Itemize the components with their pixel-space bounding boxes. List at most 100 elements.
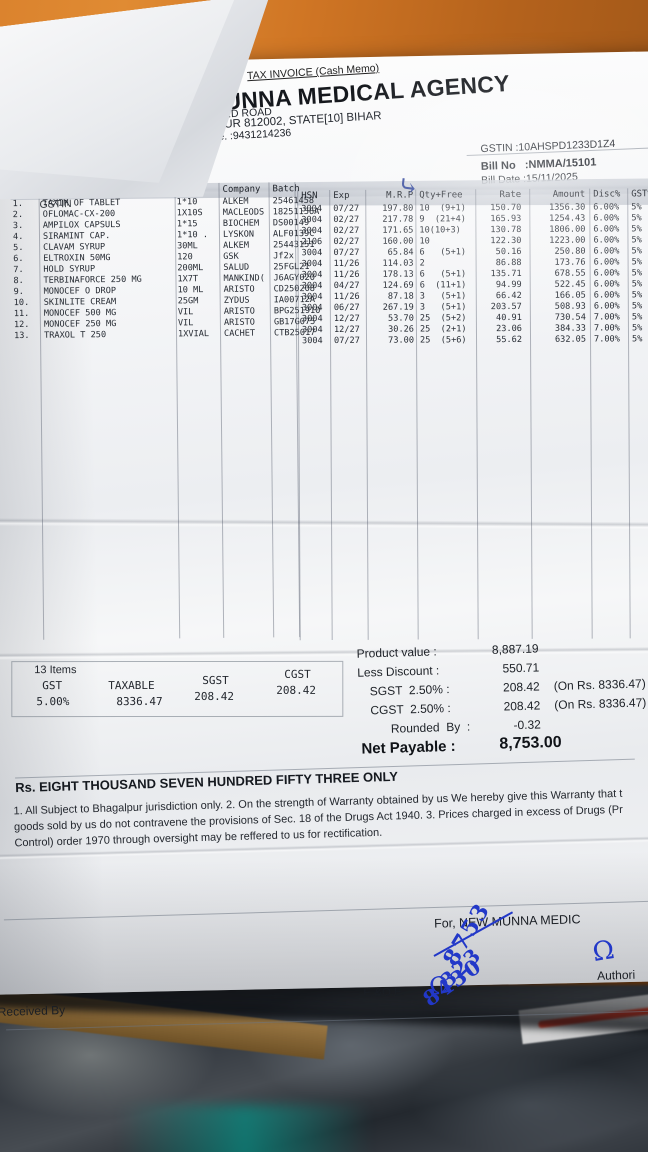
table-cell: MANKIND( (223, 273, 265, 284)
sgst-label: SGST (202, 673, 229, 687)
table-cell: 10. (13, 297, 30, 309)
table-cell: 1. (12, 198, 24, 210)
table-cell: 65.84 (387, 247, 414, 258)
table-cell: 5% (631, 279, 643, 290)
table-cell: 5% (631, 224, 642, 235)
table-cell: 1X10S (176, 208, 203, 219)
table-column-divider (329, 190, 333, 641)
table-cell: 3 (5+1) (419, 291, 467, 302)
table-column-divider (589, 188, 593, 639)
table-cell: 12/27 (333, 324, 360, 336)
table-cell: 3004 (301, 248, 323, 259)
table-cell: 11/26 (333, 269, 360, 281)
table-cell: 3. (12, 220, 24, 232)
table-cell: 130.78 (490, 224, 522, 236)
table-cell: 3 (5+1) (419, 302, 467, 313)
table-cell: ARISTO (223, 284, 255, 295)
table-cell: 173.76 (554, 257, 586, 268)
table-cell: MONOCEF O DROP (43, 286, 117, 297)
table-cell: 06/27 (333, 302, 360, 314)
table-cell: 1356.30 (549, 202, 586, 213)
table-cell: SIRAMINT CAP. (42, 231, 111, 242)
table-cell: 7.00% (593, 334, 620, 345)
product-value: 8,887.19 (491, 641, 539, 657)
invoice-sheet: TAX INVOICE (Cash Memo) NEW MUNNA MEDICA… (0, 51, 648, 1031)
gst-rate: 5.00% (36, 695, 70, 709)
table-cell: 73.00 (388, 335, 415, 346)
table-cell: 02/27 (333, 214, 360, 226)
table-cell: 122.30 (490, 235, 522, 247)
table-cell: 203.57 (490, 301, 522, 313)
table-right-columns: HSNExpM.R.PQty+FreeRateAmountDisc%GST%N.… (297, 188, 648, 641)
table-column-header: HSN (301, 191, 318, 202)
table-cell: 197.80 (382, 203, 414, 214)
table-cell: 9. (13, 286, 24, 298)
table-cell: 23.06 (496, 323, 522, 335)
table-cell: 6.00% (593, 257, 620, 268)
table-cell: Jf2x (273, 251, 294, 262)
table-cell: MACLEODS (222, 207, 265, 218)
table-cell: 94.99 (495, 279, 522, 291)
table-column-divider (529, 188, 533, 639)
table-cell: 55.62 (496, 334, 523, 346)
table-cell: 5% (631, 323, 643, 334)
table-cell: 25 (2+1) (419, 324, 467, 335)
table-cell: OFLOMAC-CX-200 (42, 209, 116, 220)
table-cell: 3004 (301, 325, 323, 336)
table-column-header: Disc% (593, 189, 621, 200)
table-cell: 5% (631, 257, 642, 268)
table-column-header: Exp (333, 190, 350, 202)
table-cell: 6 (5+1) (419, 247, 467, 258)
table-cell: 7. (13, 264, 24, 276)
table-column-header: Batch (272, 184, 300, 195)
table-cell: 1*10 . (176, 230, 209, 241)
table-cell: HOLD SYRUP (43, 264, 96, 275)
rounded-by-label: Rounded By : (390, 719, 471, 736)
table-cell: TAXIM OF TABLET (42, 197, 121, 209)
table-cell: 30.26 (388, 324, 414, 335)
table-cell: 30ML (177, 241, 198, 252)
table-cell: VIL (177, 307, 194, 318)
table-cell: 53.70 (388, 313, 414, 324)
table-cell: 3004 (301, 270, 323, 281)
table-cell: 10 ML (177, 285, 204, 296)
table-cell: CLAVAM SYRUP (43, 242, 106, 253)
line-items-table: SN.Description Of GoodsPackCompanyBatch1… (10, 178, 648, 641)
sgst-total: 208.42 (502, 679, 540, 695)
table-cell: ARISTO (223, 306, 255, 317)
table-cell: 1223.00 (549, 235, 586, 246)
table-cell: 50.16 (495, 246, 522, 258)
table-cell: 3004 (301, 314, 323, 325)
items-count: 13 Items (34, 664, 77, 677)
gst-summary-box: 13 Items GST 5.00% TAXABLE 8336.47 SGST … (11, 660, 344, 718)
table-cell: 2. (12, 209, 24, 221)
table-cell: 178.13 (382, 269, 414, 280)
table-cell: 87.18 (387, 291, 414, 302)
table-cell: 6.00% (593, 290, 620, 301)
taxable-value: 8336.47 (116, 695, 163, 709)
table-cell: 07/27 (333, 335, 360, 347)
table-cell: 160.00 (382, 236, 414, 247)
rounded-by: -0.32 (513, 717, 542, 733)
table-cell: 25GM (177, 296, 199, 307)
table-cell: 730.54 (554, 312, 586, 323)
gst-label: GST (42, 679, 63, 693)
table-cell: 4. (12, 231, 24, 243)
cgst-note: (On Rs. 8336.47) (554, 695, 647, 713)
cgst-value: 208.42 (276, 683, 317, 697)
table-cell: 10 (419, 236, 430, 247)
table-cell: 04/27 (333, 280, 360, 292)
table-cell: 5% (631, 235, 642, 246)
table-cell: 5% (631, 334, 643, 345)
authorised-signature: Ω (590, 934, 617, 969)
cgst-total: 208.42 (503, 698, 541, 714)
table-column-header: Qty+Free (419, 190, 463, 201)
product-value-label: Product value : (356, 644, 437, 661)
sgst-total-label: SGST 2.50% : (369, 682, 450, 699)
table-cell: VIL (177, 318, 194, 329)
pen-mark-icon: ⤷ (395, 171, 421, 204)
table-column-header: GST% (631, 189, 648, 200)
table-cell: AMPILOX CAPSULS (42, 219, 121, 231)
table-cell: 6 (11+1) (419, 280, 467, 291)
table-column-header: Amount (552, 189, 586, 200)
